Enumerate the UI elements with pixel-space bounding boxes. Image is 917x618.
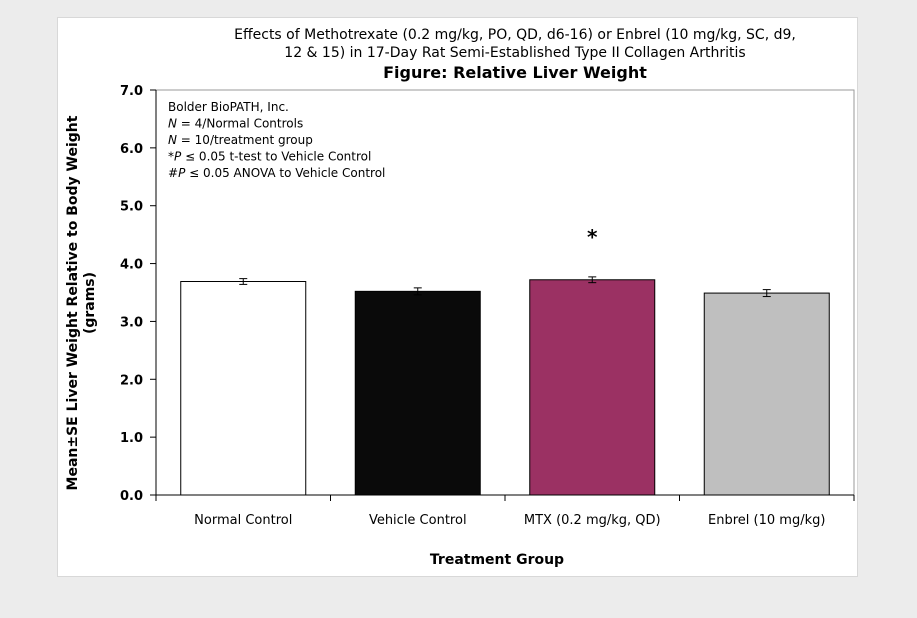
- chart-title: Figure: Relative Liver Weight: [383, 63, 647, 82]
- annotation-block: Bolder BioPATH, Inc. N = 4/Normal Control…: [168, 100, 385, 180]
- annotation-line: Bolder BioPATH, Inc.: [168, 100, 289, 114]
- chart-subtitle-line-1: Effects of Methotrexate (0.2 mg/kg, PO, …: [234, 27, 796, 43]
- bar: [703, 292, 830, 496]
- y-tick-label: 2.0: [120, 373, 143, 388]
- x-axis-title: Treatment Group: [430, 552, 564, 568]
- annotation-line: #P ≤ 0.05 ANOVA to Vehicle Control: [168, 166, 385, 180]
- bar: [354, 290, 481, 496]
- annotation-line: *P ≤ 0.05 t-test to Vehicle Control: [168, 150, 371, 164]
- x-category-label: MTX (0.2 mg/kg, QD): [524, 513, 661, 528]
- chart-svg: Effects of Methotrexate (0.2 mg/kg, PO, …: [65, 27, 855, 568]
- y-tick-label: 5.0: [120, 200, 143, 215]
- y-tick-label: 1.0: [120, 431, 143, 446]
- chart-panel: Effects of Methotrexate (0.2 mg/kg, PO, …: [57, 17, 858, 577]
- chart-marks: 0.0 1.0 2.0 3.0 4.0 5.0 6.0 7.0 Normal Control Ve…: [120, 84, 855, 528]
- y-tick-label: 7.0: [120, 84, 143, 99]
- bar: [529, 279, 656, 496]
- y-tick-label: 3.0: [120, 315, 143, 330]
- x-category-label: Enbrel (10 mg/kg): [708, 513, 825, 528]
- bar: [180, 281, 307, 496]
- x-category-label: Vehicle Control: [369, 513, 467, 528]
- x-category-label: Normal Control: [194, 513, 292, 528]
- y-tick-label: 6.0: [120, 142, 143, 157]
- annotation-line: N = 4/Normal Controls: [168, 117, 303, 131]
- y-axis-title-line-1: Mean±SE Liver Weight Relative to Body We…: [65, 115, 81, 490]
- chart-subtitle-line-2: 12 & 15) in 17-Day Rat Semi-Established …: [284, 45, 745, 61]
- y-tick-label: 0.0: [120, 489, 143, 504]
- annotation-line: N = 10/treatment group: [168, 133, 313, 147]
- y-tick-label: 4.0: [120, 258, 143, 273]
- y-axis-title-line-2: (grams): [82, 272, 98, 334]
- significance-marker: *: [587, 225, 598, 249]
